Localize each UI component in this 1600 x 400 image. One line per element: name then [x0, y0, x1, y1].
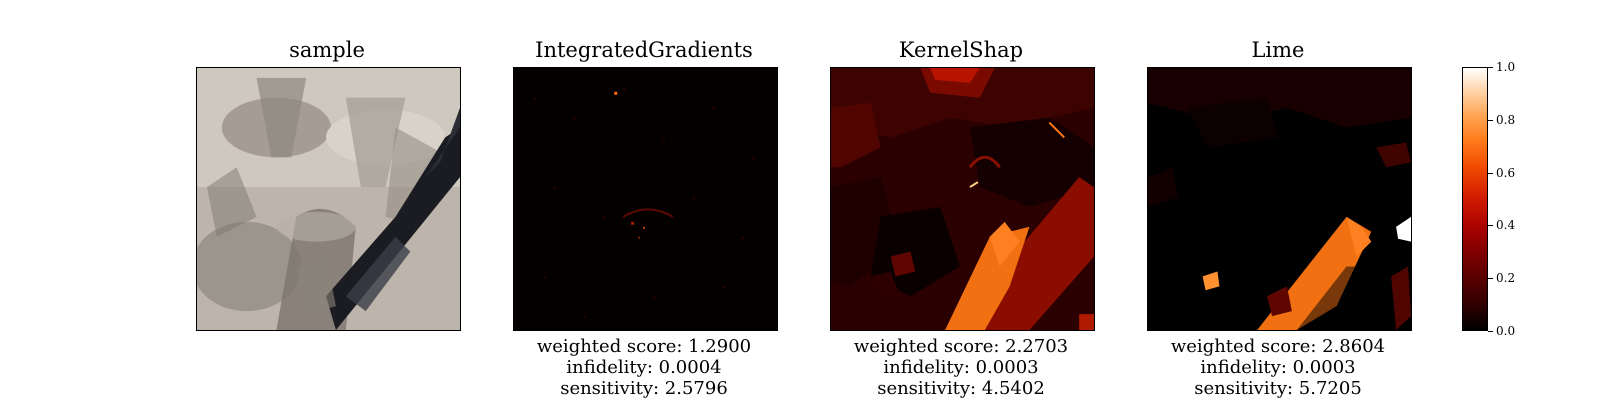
colorbar-tick [1488, 67, 1493, 68]
integrated-gradients-heatmap [513, 67, 778, 331]
metrics-block: weighted score: 2.2703 infidelity: 0.000… [828, 336, 1094, 399]
panel-title: Lime [1251, 38, 1305, 62]
sensitivity-text: sensitivity: 5.7205 [1194, 378, 1362, 399]
panel-title: IntegratedGradients [535, 38, 753, 62]
colorbar-tick-label: 0.8 [1496, 113, 1516, 127]
infidelity-text: infidelity: 0.0003 [1200, 357, 1356, 378]
colorbar-tick [1488, 331, 1493, 332]
weighted-score-text: weighted score: 1.2900 [536, 336, 752, 357]
colorbar-tick [1488, 120, 1493, 121]
panel-title: KernelShap [898, 38, 1024, 62]
colorbar-tick-label: 0.6 [1496, 166, 1516, 180]
colorbar-tick [1488, 278, 1493, 279]
colorbar-tick [1488, 225, 1493, 226]
weighted-score-text: weighted score: 2.2703 [853, 336, 1069, 357]
colorbar-tick-label: 0.4 [1496, 218, 1516, 232]
metrics-block: weighted score: 2.8604 infidelity: 0.000… [1145, 336, 1411, 399]
colorbar-tick-label: 0.0 [1496, 324, 1516, 338]
metrics-block: weighted score: 1.2900 infidelity: 0.000… [511, 336, 777, 399]
weighted-score-text: weighted score: 2.8604 [1170, 336, 1386, 357]
panel-title: sample [289, 38, 365, 62]
colorbar-tick-label: 0.2 [1496, 271, 1516, 285]
colorbar [1462, 67, 1488, 331]
kernelshap-heatmap [830, 67, 1095, 331]
colorbar-tick-label: 1.0 [1496, 60, 1516, 74]
sensitivity-text: sensitivity: 4.5402 [877, 378, 1045, 399]
lime-heatmap [1147, 67, 1412, 331]
infidelity-text: infidelity: 0.0004 [566, 357, 722, 378]
sensitivity-text: sensitivity: 2.5796 [560, 378, 728, 399]
sample-image [196, 67, 461, 331]
colorbar-tick [1488, 173, 1493, 174]
infidelity-text: infidelity: 0.0003 [883, 357, 1039, 378]
